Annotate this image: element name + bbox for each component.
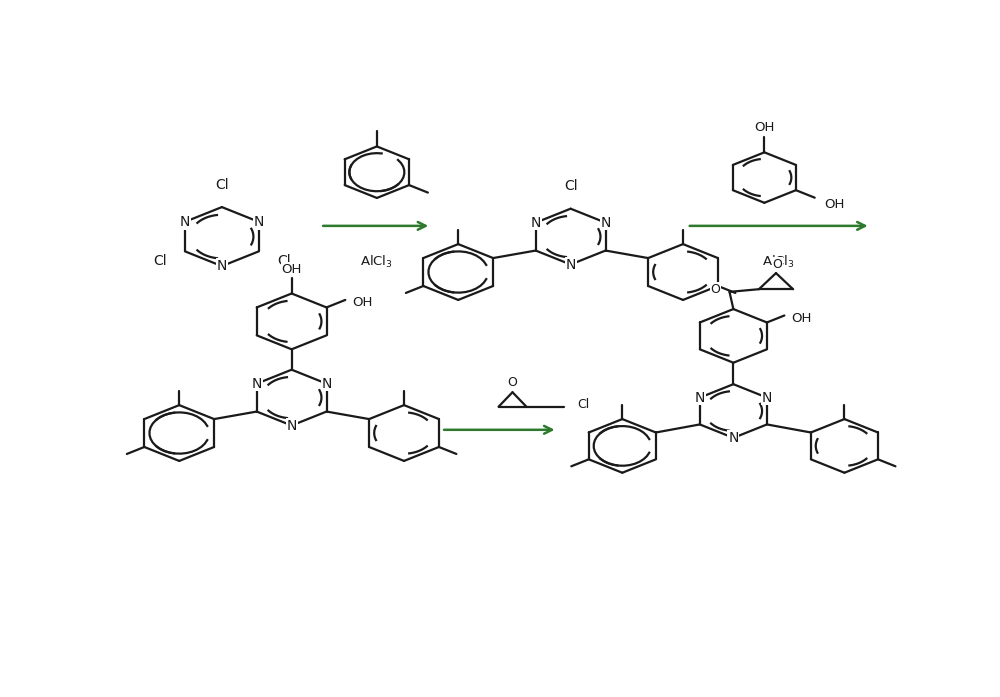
- Text: N: N: [254, 215, 264, 229]
- Text: Cl: Cl: [153, 254, 167, 268]
- Text: O: O: [773, 258, 782, 271]
- Text: N: N: [565, 257, 576, 272]
- Text: N: N: [762, 390, 772, 404]
- Text: Cl: Cl: [577, 397, 589, 411]
- Text: OH: OH: [281, 263, 302, 276]
- Text: N: N: [695, 390, 705, 404]
- Text: OH: OH: [352, 296, 373, 309]
- Text: N: N: [531, 215, 541, 229]
- Text: N: N: [286, 418, 297, 433]
- Text: AlCl$_3$: AlCl$_3$: [762, 254, 795, 270]
- Text: Cl: Cl: [277, 254, 290, 268]
- Text: N: N: [600, 215, 611, 229]
- Text: N: N: [252, 376, 262, 390]
- Text: Cl: Cl: [215, 178, 229, 192]
- Text: OH: OH: [754, 121, 775, 134]
- Text: AlCl$_3$: AlCl$_3$: [360, 254, 393, 270]
- Text: N: N: [321, 376, 332, 390]
- Text: O: O: [711, 283, 720, 296]
- Text: Cl: Cl: [564, 179, 577, 193]
- Text: O: O: [508, 376, 517, 389]
- Text: N: N: [180, 215, 190, 229]
- Text: OH: OH: [824, 198, 844, 210]
- Text: OH: OH: [791, 312, 812, 325]
- Text: N: N: [728, 431, 739, 445]
- Text: N: N: [217, 259, 227, 273]
